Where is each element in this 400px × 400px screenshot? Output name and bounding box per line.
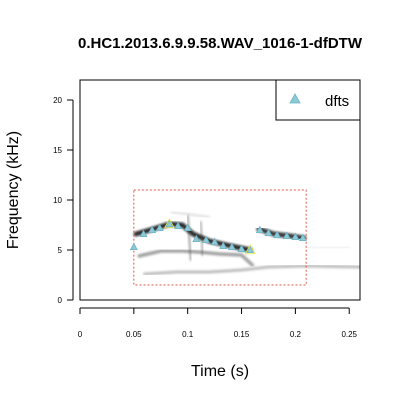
x-tick-label: 0.15 xyxy=(234,330,250,339)
data-point xyxy=(282,231,291,240)
data-point xyxy=(192,234,201,243)
y-tick-label: 10 xyxy=(53,196,62,205)
data-point xyxy=(255,225,264,234)
x-tick-label: 0.05 xyxy=(126,330,142,339)
plot-frame xyxy=(79,79,361,301)
data-point xyxy=(227,242,236,251)
data-points xyxy=(129,218,307,255)
y-tick-label: 15 xyxy=(53,146,62,155)
data-point xyxy=(155,223,164,232)
spectrogram-streak xyxy=(305,246,350,249)
x-axis: 0 0.05 0.1 0.15 0.2 0.25 xyxy=(78,307,358,339)
data-point xyxy=(129,242,138,251)
data-point xyxy=(291,232,300,241)
highlighted-point xyxy=(244,244,256,255)
x-axis-label: Time (s) xyxy=(191,363,249,380)
data-point xyxy=(210,237,219,246)
y-axis-label: Frequency (kHz) xyxy=(5,131,22,249)
x-tick-label: 0.2 xyxy=(290,330,302,339)
data-point xyxy=(246,245,255,254)
legend-triangle-icon xyxy=(289,93,301,104)
data-point xyxy=(298,233,307,242)
chart-title: 0.HC1.2013.6.9.9.58.WAV_1016-1-dfDTW xyxy=(78,35,363,52)
spectrogram-streak xyxy=(143,264,360,276)
data-point xyxy=(139,229,148,238)
x-tick-label: 0 xyxy=(78,330,83,339)
data-point xyxy=(183,223,192,232)
data-point xyxy=(273,230,282,239)
data-point xyxy=(264,228,273,237)
y-axis: 0 5 10 15 20 xyxy=(53,96,74,305)
legend: dfts xyxy=(275,79,361,121)
data-point xyxy=(165,219,174,228)
highlighted-point xyxy=(163,218,175,229)
data-point xyxy=(237,244,246,253)
spectrogram-streak xyxy=(186,214,192,262)
y-tick-label: 0 xyxy=(58,296,63,305)
spectrogram xyxy=(100,211,360,276)
y-tick-label: 20 xyxy=(53,96,62,105)
data-point xyxy=(202,235,210,244)
data-point xyxy=(148,225,157,234)
spectrogram-streak xyxy=(199,220,204,257)
spectrogram-streak xyxy=(137,249,255,267)
selection-box xyxy=(133,189,307,286)
spectrogram-streak xyxy=(170,211,211,218)
data-point xyxy=(174,221,182,230)
y-tick-label: 5 xyxy=(58,246,63,255)
x-tick-label: 0.25 xyxy=(341,330,357,339)
legend-label: dfts xyxy=(325,93,349,110)
x-tick-label: 0.1 xyxy=(182,330,194,339)
data-point xyxy=(219,241,228,250)
legend-box xyxy=(275,79,361,121)
